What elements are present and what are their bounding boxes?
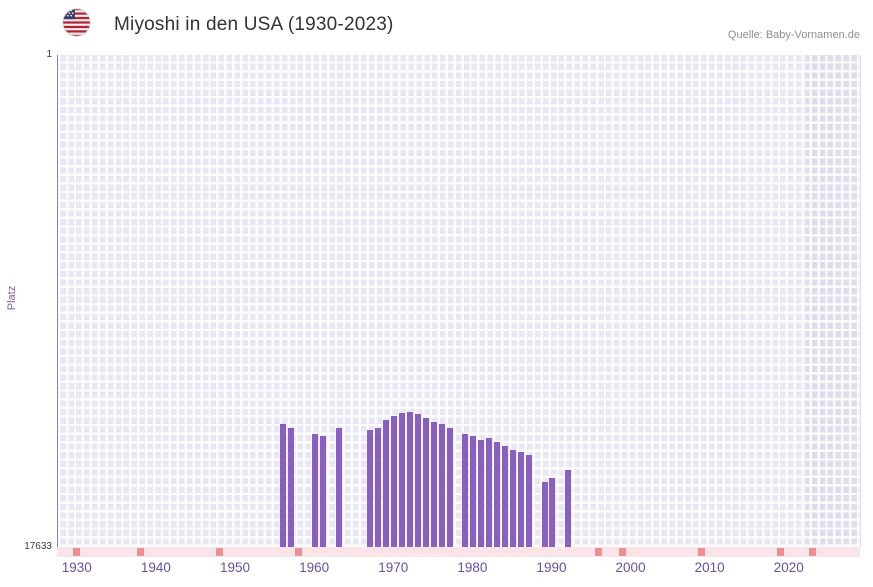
x-tick-label-1930: 1930 (61, 560, 92, 575)
y-axis-max-label: 1 (46, 49, 52, 60)
bar-1973[interactable] (414, 414, 421, 547)
bar-1967[interactable] (367, 429, 374, 547)
x-axis-labels: 1930 1940 1950 1960 1970 1980 1990 2000 2010 2020 (57, 560, 860, 580)
us-flag-icon (62, 8, 91, 37)
bar-1983[interactable] (494, 441, 501, 547)
bar-1969[interactable] (383, 419, 390, 547)
chart-title: Miyoshi in den USA (1930-2023) (114, 14, 394, 35)
bar-1977[interactable] (446, 428, 453, 547)
bar-1984[interactable] (501, 445, 508, 547)
bar-1987[interactable] (525, 455, 532, 547)
bars-layer (58, 55, 860, 547)
bar-1981[interactable] (478, 440, 485, 547)
bar-1968[interactable] (375, 428, 382, 547)
x-tick-label-1940: 1940 (140, 560, 171, 575)
bar-1963[interactable] (335, 428, 342, 547)
x-tick-label-1990: 1990 (536, 560, 567, 575)
bar-1972[interactable] (407, 412, 414, 547)
x-tick-label-1950: 1950 (219, 560, 251, 575)
x-tick-label-2010: 2010 (694, 560, 725, 575)
no-data-marker-1938 (136, 548, 144, 556)
bar-1956[interactable] (280, 424, 287, 547)
no-data-marker-2023 (809, 548, 817, 556)
y-axis-title: Platz (6, 285, 18, 311)
bar-1979[interactable] (462, 434, 469, 547)
no-data-marker-1996 (595, 548, 603, 556)
bar-1989[interactable] (541, 482, 548, 547)
source-credit: Quelle: Baby-Vornamen.de (727, 29, 860, 41)
bar-1970[interactable] (391, 416, 398, 547)
grid-overlay (58, 55, 860, 547)
bar-1992[interactable] (565, 470, 572, 547)
bar-1961[interactable] (320, 436, 327, 547)
no-data-marker-2019 (777, 548, 785, 556)
bar-1974[interactable] (422, 418, 429, 547)
x-tick-label-2020: 2020 (773, 560, 804, 575)
plot-area (57, 55, 861, 547)
bar-1975[interactable] (430, 422, 437, 547)
bar-1982[interactable] (486, 438, 493, 547)
bar-1957[interactable] (288, 428, 295, 547)
no-data-marker-1958 (294, 548, 302, 556)
no-data-marker-1930 (73, 548, 81, 556)
x-tick-label-1960: 1960 (299, 560, 330, 575)
bar-1971[interactable] (399, 412, 406, 547)
bar-1986[interactable] (517, 452, 524, 547)
bar-1976[interactable] (438, 424, 445, 547)
bar-1985[interactable] (509, 450, 516, 547)
bar-1960[interactable] (312, 434, 319, 547)
x-tick-label-1980: 1980 (457, 560, 488, 575)
x-tick-label-2000: 2000 (615, 560, 646, 575)
no-data-marker-2009 (698, 548, 706, 556)
bar-1990[interactable] (549, 477, 556, 547)
x-tick-label-1970: 1970 (378, 560, 409, 575)
no-data-marker-1999 (619, 548, 627, 556)
y-axis-min-label: 17633 (24, 541, 52, 552)
no-data-marker-1948 (215, 548, 223, 556)
no-data-band (57, 547, 860, 557)
bar-1980[interactable] (470, 436, 477, 547)
